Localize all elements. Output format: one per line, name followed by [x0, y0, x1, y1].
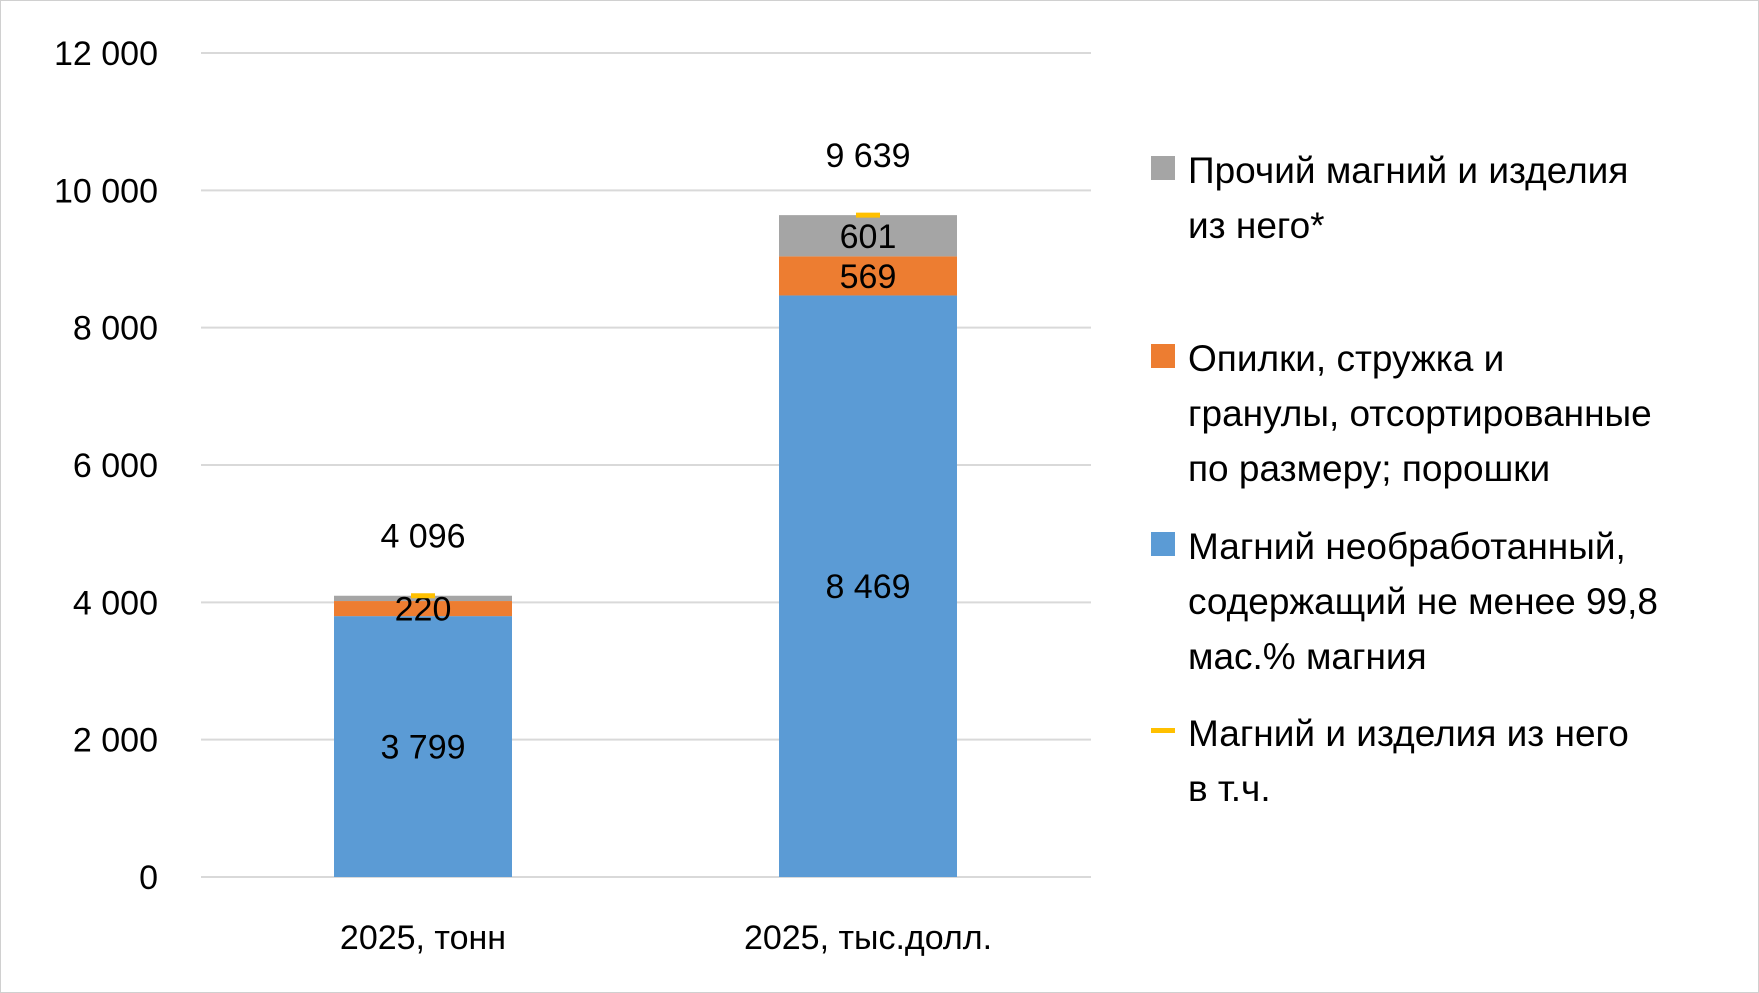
- bar-segment: [779, 295, 957, 877]
- total-label: 4 096: [380, 518, 465, 556]
- legend-line: Магний и изделия из него: [1188, 713, 1629, 754]
- legend-text-other: Прочий магний и изделия из него*: [1188, 143, 1748, 253]
- axis-labels: 0 2 000 4 000 6 000 8 000 10 000 12 000 2025, т…: [54, 35, 992, 957]
- y-tick-label: 12 000: [54, 35, 158, 73]
- x-tick-label: 2025, тонн: [340, 919, 506, 957]
- y-tick-label: 2 000: [73, 722, 158, 760]
- legend-line: в т.ч.: [1188, 768, 1271, 809]
- y-tick-label: 6 000: [73, 447, 158, 485]
- legend-line: Магний необработанный,: [1188, 526, 1626, 567]
- legend-text-powders: Опилки, стружка и гранулы, отсортированн…: [1188, 331, 1748, 496]
- legend-line: мас.% магния: [1188, 636, 1427, 677]
- legend-line: Прочий магний и изделия: [1188, 150, 1629, 191]
- data-label: 601: [840, 218, 897, 256]
- y-tick-label: 4 000: [73, 584, 158, 622]
- bar-segment: [779, 215, 957, 257]
- legend-swatch-other: [1151, 156, 1175, 180]
- legend-line: Опилки, стружка и: [1188, 338, 1505, 379]
- bar-segment: [334, 601, 512, 617]
- x-tick-label: 2025, тыс.долл.: [744, 919, 992, 957]
- y-tick-label: 0: [139, 859, 158, 897]
- y-tick-label: 8 000: [73, 310, 158, 348]
- legend-line: по размеру; порошки: [1188, 448, 1551, 489]
- data-label: 3 799: [380, 729, 465, 767]
- legend-text-raw: Магний необработанный, содержащий не мен…: [1188, 519, 1748, 684]
- bar-segment: [334, 616, 512, 877]
- legend-text-total: Магний и изделия из него в т.ч.: [1188, 706, 1748, 816]
- legend-line: из него*: [1188, 205, 1325, 246]
- legend-line: содержащий не менее 99,8: [1188, 581, 1658, 622]
- bar-segment: [779, 256, 957, 296]
- total-label: 9 639: [825, 137, 910, 175]
- legend-swatch-raw: [1151, 532, 1175, 556]
- legend-swatch-powders: [1151, 344, 1175, 368]
- legend-swatch-total: [1151, 728, 1175, 733]
- y-tick-label: 10 000: [54, 172, 158, 210]
- bar-segment: [334, 595, 512, 602]
- legend-line: гранулы, отсортированные: [1188, 393, 1652, 434]
- data-label: 569: [840, 258, 897, 296]
- data-label: 8 469: [825, 568, 910, 606]
- bars: [334, 215, 957, 877]
